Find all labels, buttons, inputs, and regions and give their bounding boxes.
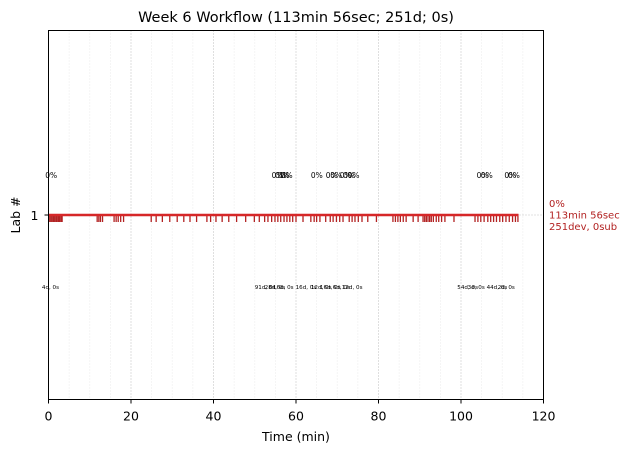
top-percent-label: 0%: [45, 171, 57, 180]
bottom-count-label: 16d, 0s: [296, 285, 317, 291]
bottom-count-label: 12d, 0s: [311, 285, 332, 291]
top-percent-label: 0%: [504, 171, 516, 180]
x-tick-label: 120: [532, 409, 556, 424]
x-axis-ticks: 0 20 40 60 80 100 120: [45, 399, 556, 424]
x-tick-label: 20: [123, 409, 139, 424]
x-tick-label: 40: [206, 409, 222, 424]
top-percent-label: 0%: [275, 171, 287, 180]
bottom-count-label: 91d, 0s: [255, 285, 276, 291]
bottom-count-label: 28d, 0s: [265, 285, 286, 291]
x-tick-label: 80: [371, 409, 387, 424]
top-percent-label: 0%: [481, 171, 493, 180]
chart-title: Week 6 Workflow (113min 56sec; 251d; 0s): [138, 10, 454, 26]
x-tick-label: 100: [449, 409, 473, 424]
y-axis-ticks: 1: [31, 208, 49, 223]
lane-summary-line: 0%: [549, 199, 565, 210]
bottom-count-label: 3d, 0s: [468, 285, 485, 291]
top-percent-label: 0%: [508, 171, 520, 180]
top-percent-label: 0%: [348, 171, 360, 180]
top-percent-label: 0%: [340, 171, 352, 180]
y-tick-label: 1: [31, 208, 39, 223]
bottom-count-label: 12d, 0s: [342, 285, 363, 291]
top-percent-label: 0%: [311, 171, 323, 180]
x-axis-label: Time (min): [261, 429, 330, 444]
bottom-count-label: 16d, 0s: [273, 285, 294, 291]
top-percent-label: 0%: [477, 171, 489, 180]
bottom-count-label: 4d, 0s: [42, 285, 59, 291]
lane-summary-line: 251dev, 0sub: [549, 222, 617, 233]
top-percent-label: 0%: [278, 171, 290, 180]
bottom-count-label: 16d, 0s: [320, 285, 341, 291]
top-percent-label: 0%: [330, 171, 342, 180]
top-percent-label: 0%: [326, 171, 338, 180]
y-axis-label: Lab #: [8, 196, 23, 233]
top-percent-label: 0%: [281, 171, 293, 180]
x-tick-label: 0: [45, 409, 53, 424]
top-percent-labels: 0% 0%0%0%0% 0% 0%0%0%0%0% 0%0% 0%0%: [45, 171, 520, 180]
x-tick-label: 60: [288, 409, 304, 424]
bottom-count-label: 44d, 0s: [487, 285, 508, 291]
lane-summary-line: 113min 56sec: [549, 211, 620, 222]
bottom-count-label: 54d, 0s: [457, 285, 478, 291]
bottom-count-label: 2d, 0s: [498, 285, 515, 291]
top-percent-label: 0%: [272, 171, 284, 180]
top-percent-label: 0%: [343, 171, 355, 180]
bottom-count-label: 6d, 0s: [333, 285, 350, 291]
